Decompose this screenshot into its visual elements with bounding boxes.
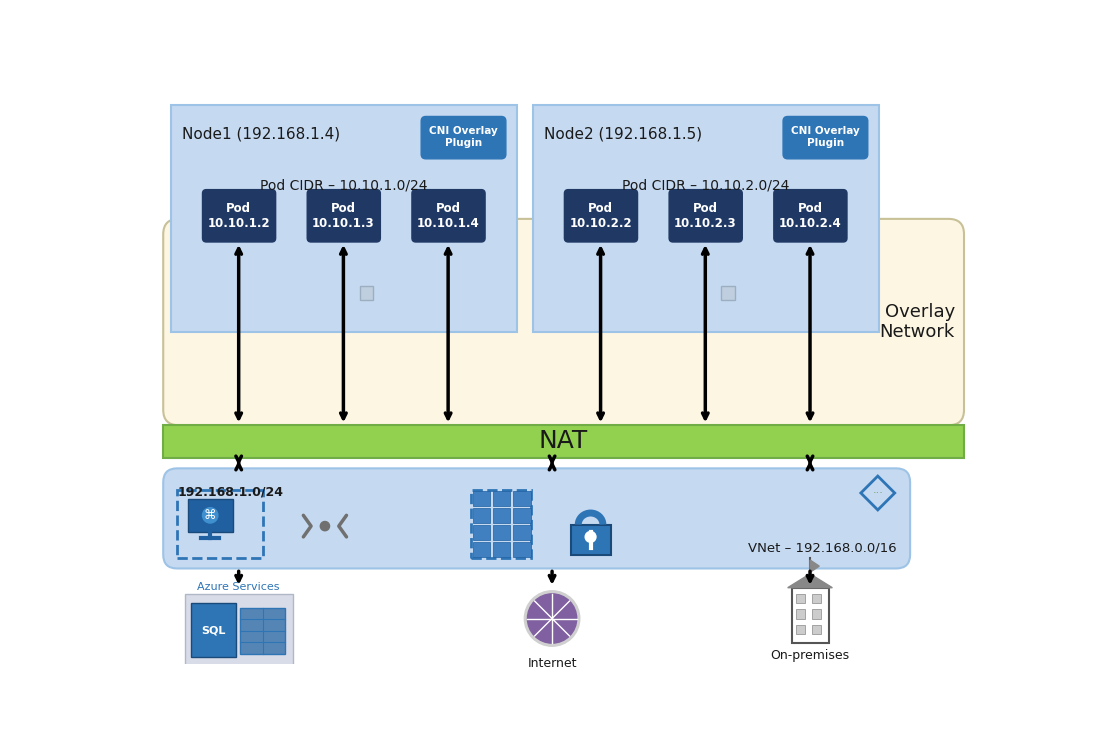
Text: SQL: SQL — [201, 625, 225, 635]
Bar — [796, 594, 806, 603]
Circle shape — [524, 591, 580, 646]
Text: ···: ··· — [873, 488, 884, 498]
FancyBboxPatch shape — [164, 468, 910, 568]
Bar — [513, 542, 531, 557]
FancyBboxPatch shape — [202, 189, 276, 242]
Bar — [533, 105, 879, 332]
FancyBboxPatch shape — [421, 116, 506, 159]
Bar — [492, 542, 511, 557]
Bar — [241, 608, 285, 654]
Circle shape — [528, 594, 577, 643]
Bar — [359, 286, 374, 300]
Circle shape — [202, 507, 218, 523]
Circle shape — [585, 531, 596, 542]
Bar — [185, 594, 292, 667]
Bar — [513, 492, 531, 506]
Text: Node2 (192.168.1.5): Node2 (192.168.1.5) — [544, 127, 702, 142]
Bar — [811, 609, 821, 618]
FancyBboxPatch shape — [774, 189, 847, 242]
Text: Pod
10.10.2.4: Pod 10.10.2.4 — [779, 202, 842, 230]
Bar — [473, 509, 490, 523]
Polygon shape — [788, 574, 832, 588]
Bar — [791, 588, 829, 643]
Bar — [164, 425, 964, 457]
Circle shape — [320, 521, 330, 530]
Bar — [188, 499, 233, 531]
Bar — [513, 525, 531, 540]
Bar — [721, 286, 735, 300]
Polygon shape — [810, 560, 819, 572]
Bar — [191, 603, 235, 657]
FancyBboxPatch shape — [308, 189, 380, 242]
Bar — [473, 492, 490, 506]
Text: Pod
10.10.1.2: Pod 10.10.1.2 — [208, 202, 270, 230]
Bar — [811, 624, 821, 634]
Bar — [473, 542, 490, 557]
Bar — [473, 525, 490, 540]
Text: NAT: NAT — [539, 430, 588, 454]
Bar — [796, 624, 806, 634]
Bar — [492, 525, 511, 540]
Text: Pod
10.10.2.3: Pod 10.10.2.3 — [674, 202, 736, 230]
Bar — [811, 594, 821, 603]
Text: VNet – 192.168.0.0/16: VNet – 192.168.0.0/16 — [747, 542, 897, 554]
Text: Pod
10.10.1.3: Pod 10.10.1.3 — [312, 202, 375, 230]
Text: Pod CIDR – 10.10.2.0/24: Pod CIDR – 10.10.2.0/24 — [622, 179, 790, 192]
Text: Internet: Internet — [528, 657, 577, 670]
Text: On-premises: On-premises — [770, 649, 850, 662]
FancyBboxPatch shape — [784, 116, 868, 159]
Text: 192.168.1.0/24: 192.168.1.0/24 — [177, 486, 284, 498]
Bar — [471, 490, 531, 558]
Text: Node1 (192.168.1.4): Node1 (192.168.1.4) — [181, 127, 340, 142]
Bar — [492, 492, 511, 506]
Text: CNI Overlay
Plugin: CNI Overlay Plugin — [791, 127, 859, 148]
FancyBboxPatch shape — [164, 219, 964, 425]
Bar — [570, 524, 611, 555]
Bar — [177, 490, 264, 558]
Text: Pod CIDR – 10.10.1.0/24: Pod CIDR – 10.10.1.0/24 — [260, 179, 428, 192]
FancyBboxPatch shape — [412, 189, 485, 242]
Text: Pod
10.10.1.4: Pod 10.10.1.4 — [417, 202, 479, 230]
FancyBboxPatch shape — [565, 189, 637, 242]
Text: Azure Services: Azure Services — [198, 583, 280, 592]
Text: Overlay
Network: Overlay Network — [879, 303, 955, 342]
Bar — [796, 609, 806, 618]
FancyBboxPatch shape — [669, 189, 742, 242]
Text: ⌘: ⌘ — [204, 509, 217, 522]
Text: Pod
10.10.2.2: Pod 10.10.2.2 — [569, 202, 632, 230]
Bar — [492, 509, 511, 523]
Bar — [513, 509, 531, 523]
Bar — [171, 105, 518, 332]
Text: CNI Overlay
Plugin: CNI Overlay Plugin — [429, 127, 498, 148]
